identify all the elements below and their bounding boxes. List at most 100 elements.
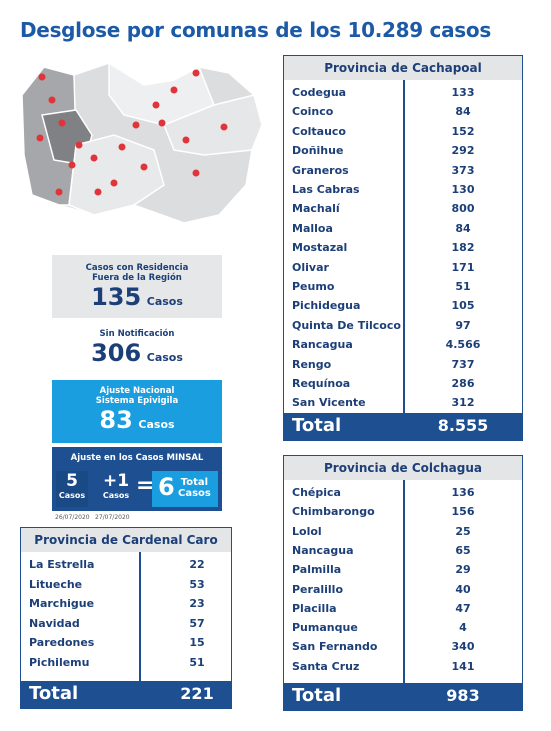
comuna-name: Placilla xyxy=(292,601,337,615)
total-label: Total xyxy=(29,683,79,704)
value: 306 xyxy=(91,339,142,367)
comuna-name: Mostazal xyxy=(292,241,348,255)
unit-2: Casos xyxy=(178,488,211,499)
ajuste-minsal-box: Ajuste en los Casos MINSAL 5 Casos +1 Ca… xyxy=(52,447,222,511)
comuna-name: Pichilemu xyxy=(29,655,90,669)
table-cardenal-caro: Provincia de Cardenal Caro La Estrella 22 L… xyxy=(20,527,232,709)
case-count: 141 xyxy=(451,659,475,673)
unit-1: Total xyxy=(180,477,209,488)
table-row: Machalí 800 xyxy=(284,202,522,221)
label: Ajuste Nacional xyxy=(99,386,175,396)
total-cell: 6 Total Casos xyxy=(152,471,218,507)
case-count: 800 xyxy=(451,202,475,216)
table-row: Placilla 47 xyxy=(284,602,522,621)
comuna-name: Peralillo xyxy=(292,582,344,596)
table-row: Mostazal 182 xyxy=(284,241,522,260)
table-row: Malloa 84 xyxy=(284,222,522,241)
table-row: Paredones 15 xyxy=(21,636,231,656)
comuna-name: Rancagua xyxy=(292,338,353,352)
comuna-name: Coinco xyxy=(292,105,334,119)
table-row: Pichilemu 51 xyxy=(21,656,231,676)
value: 83 xyxy=(99,406,133,434)
table-row: Peumo 51 xyxy=(284,280,522,299)
table-row: Chépica 136 xyxy=(284,486,522,505)
case-count: 47 xyxy=(455,601,471,615)
case-count: 4 xyxy=(459,621,467,635)
case-count: 51 xyxy=(455,280,471,293)
case-count: 133 xyxy=(451,86,475,99)
case-count: 171 xyxy=(451,260,475,274)
total-bar: Total 221 xyxy=(21,681,231,708)
table-row: San Vicente 312 xyxy=(284,396,522,415)
equals: = xyxy=(136,473,155,498)
comuna-name: Quinta De Tilcoco xyxy=(292,318,401,332)
comuna-name: Doñihue xyxy=(292,144,344,158)
comuna-name: Graneros xyxy=(292,163,349,177)
cell: 5 Casos xyxy=(56,471,88,507)
label: Fuera de la Región xyxy=(92,273,182,283)
comuna-name: Chimbarongo xyxy=(292,505,375,519)
unit: Casos xyxy=(58,491,86,500)
comuna-name: Navidad xyxy=(29,616,80,630)
value: 5 xyxy=(66,471,78,491)
table-row: Rengo 737 xyxy=(284,358,522,377)
case-count: 51 xyxy=(189,655,205,669)
case-count: 4.566 xyxy=(445,338,481,352)
case-count: 136 xyxy=(451,486,475,499)
table-row: Navidad 57 xyxy=(21,617,231,637)
table-row: Codegua 133 xyxy=(284,86,522,105)
case-count: 22 xyxy=(189,558,205,571)
comuna-name: Codegua xyxy=(292,86,347,99)
case-count: 182 xyxy=(451,241,475,255)
comuna-name: Olivar xyxy=(292,260,329,274)
region-map xyxy=(21,61,263,224)
column-divider xyxy=(139,552,141,681)
case-count: 130 xyxy=(451,183,475,196)
comuna-name: Palmilla xyxy=(292,563,342,577)
table-row: Graneros 373 xyxy=(284,164,522,183)
title: Desglose por comunas de los 10.289 casos xyxy=(20,18,491,42)
table-row: Coinco 84 xyxy=(284,105,522,124)
table-row: Peralillo 40 xyxy=(284,583,522,602)
case-count: 312 xyxy=(451,396,475,410)
case-count: 97 xyxy=(455,318,471,332)
comuna-name: Machalí xyxy=(292,202,340,216)
case-count: 40 xyxy=(455,582,471,596)
table-row: Lolol 25 xyxy=(284,525,522,544)
table-row: San Fernando 340 xyxy=(284,640,522,659)
comuna-name: San Fernando xyxy=(292,640,378,654)
total-bar: Total 983 xyxy=(284,683,522,710)
total-label: Total xyxy=(292,685,342,706)
label: Casos con Residencia xyxy=(85,263,189,273)
comuna-name: Pichidegua xyxy=(292,299,361,313)
case-count: 53 xyxy=(189,577,205,591)
unit: Casos xyxy=(102,491,130,500)
table-cachapoal: Provincia de Cachapoal Codegua 133 Coinco 84… xyxy=(283,55,523,441)
table-row: Las Cabras 130 xyxy=(284,183,522,202)
comuna-name: Las Cabras xyxy=(292,183,360,196)
ajuste-nacional-box: Ajuste Nacional Sistema Epivigila 83 Cas… xyxy=(52,380,222,443)
table-row: Marchigue 23 xyxy=(21,597,231,617)
comuna-name: Nancagua xyxy=(292,543,354,557)
case-count: 152 xyxy=(451,124,475,138)
sin-notificacion-box: Sin Notificación 306 Casos xyxy=(52,326,222,374)
case-count: 25 xyxy=(455,524,471,538)
case-count: 29 xyxy=(455,563,471,577)
comuna-name: San Vicente xyxy=(292,396,366,410)
table-row: Pumanque 4 xyxy=(284,621,522,640)
total-value: 221 xyxy=(180,684,214,703)
label: Sin Notificación xyxy=(99,329,175,339)
value: 135 xyxy=(91,283,142,311)
table-header: Provincia de Cachapoal xyxy=(284,56,522,80)
table-header: Provincia de Colchagua xyxy=(284,456,522,480)
table-row: Palmilla 29 xyxy=(284,563,522,582)
table-row: Requínoa 286 xyxy=(284,377,522,396)
comuna-name: Pumanque xyxy=(292,621,358,635)
table-row: Nancagua 65 xyxy=(284,544,522,563)
label: Ajuste en los Casos MINSAL xyxy=(70,453,204,463)
case-count: 286 xyxy=(451,377,475,390)
value: +1 xyxy=(102,471,130,491)
column-divider xyxy=(403,80,405,413)
case-count: 15 xyxy=(189,636,205,649)
